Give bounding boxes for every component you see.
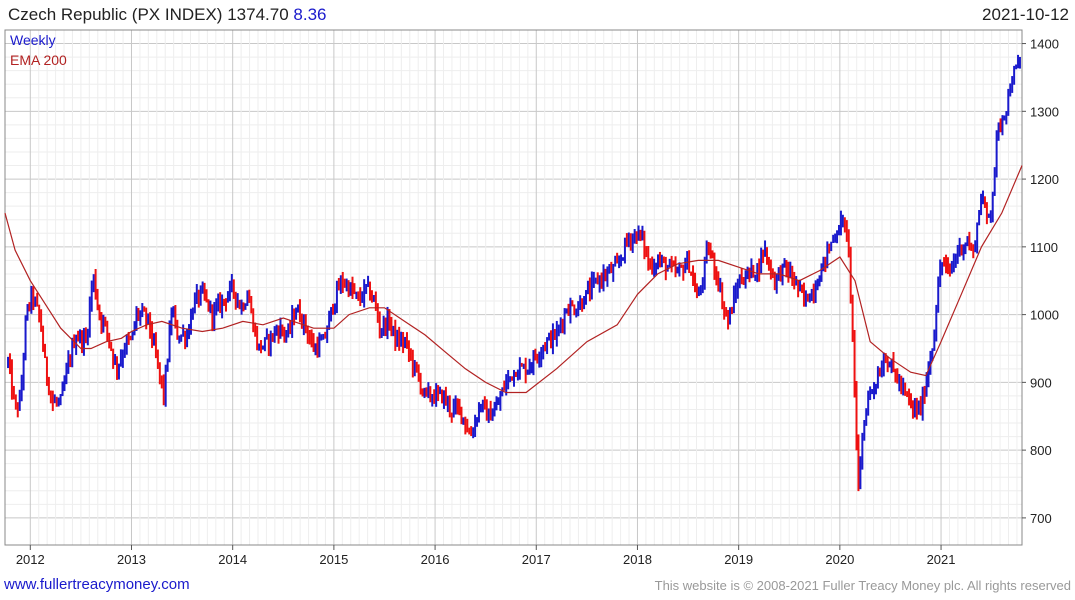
weekly-bars bbox=[7, 54, 1021, 492]
chart-title: Czech Republic (PX INDEX) bbox=[8, 5, 223, 24]
x-tick-label: 2016 bbox=[421, 552, 450, 567]
x-tick-label: 2018 bbox=[623, 552, 652, 567]
x-tick-label: 2021 bbox=[927, 552, 956, 567]
y-tick-label: 1000 bbox=[1030, 308, 1059, 323]
x-tick-label: 2015 bbox=[319, 552, 348, 567]
x-tick-label: 2017 bbox=[522, 552, 551, 567]
chart-date: 2021-10-12 bbox=[982, 5, 1069, 24]
y-tick-label: 1200 bbox=[1030, 172, 1059, 187]
price-change: 8.36 bbox=[293, 5, 327, 24]
legend-ema: EMA 200 bbox=[10, 52, 67, 68]
y-tick-label: 800 bbox=[1030, 443, 1052, 458]
copyright-notice: This website is © 2008-2021 Fuller Treac… bbox=[654, 578, 1071, 593]
ema-200-line bbox=[4, 165, 1023, 394]
y-tick-label: 1300 bbox=[1030, 104, 1059, 119]
y-tick-label: 1400 bbox=[1030, 37, 1059, 52]
site-link[interactable]: www.fullertreacymoney.com bbox=[4, 576, 190, 593]
chart-header: Czech Republic (PX INDEX) 1374.70 8.36 bbox=[8, 5, 326, 25]
y-axis: 700 800 900 1000 1100 1200 1300 1400 bbox=[1022, 37, 1059, 526]
x-tick-label: 2014 bbox=[218, 552, 247, 567]
legend-weekly: Weekly bbox=[10, 32, 56, 48]
ema-line-group bbox=[4, 165, 1023, 394]
x-axis: 2012 2013 2014 2015 2016 2017 2018 2019 2020 2021 bbox=[16, 545, 956, 567]
grid bbox=[5, 30, 1022, 545]
y-tick-label: 1100 bbox=[1030, 240, 1058, 255]
x-tick-label: 2012 bbox=[16, 552, 45, 567]
x-tick-label: 2020 bbox=[825, 552, 854, 567]
x-tick-label: 2019 bbox=[724, 552, 753, 567]
plot-frame bbox=[4, 29, 1023, 546]
last-price: 1374.70 bbox=[227, 5, 289, 24]
y-tick-label: 700 bbox=[1030, 511, 1052, 526]
y-tick-label: 900 bbox=[1030, 375, 1052, 390]
x-tick-label: 2013 bbox=[117, 552, 146, 567]
